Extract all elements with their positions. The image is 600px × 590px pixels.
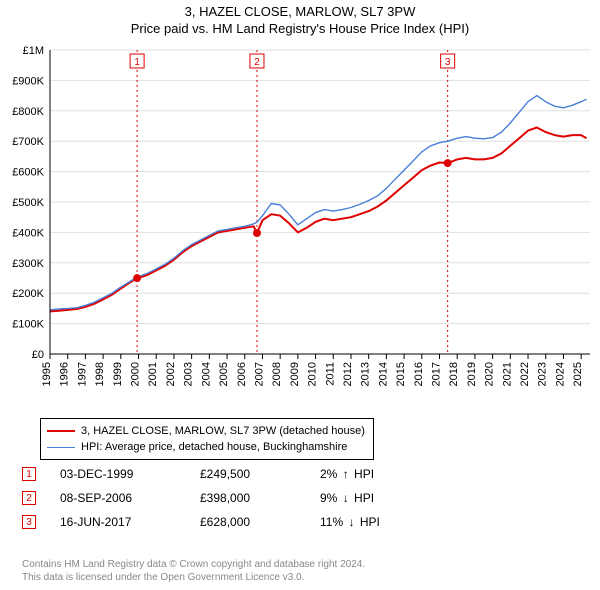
footer-attribution: Contains HM Land Registry data © Crown c… — [22, 558, 365, 584]
svg-text:2001: 2001 — [147, 362, 159, 386]
svg-text:1998: 1998 — [94, 362, 106, 386]
svg-text:2013: 2013 — [360, 362, 372, 386]
svg-text:£700K: £700K — [12, 136, 44, 148]
transaction-diff: 11% ↓ HPI — [320, 515, 440, 529]
svg-text:2014: 2014 — [377, 362, 389, 386]
transaction-row: 3 16-JUN-2017£628,00011% ↓ HPI — [22, 510, 440, 534]
svg-text:2011: 2011 — [324, 362, 336, 386]
svg-text:£900K: £900K — [12, 75, 44, 87]
arrow-down-icon: ↓ — [343, 491, 349, 505]
legend-box: 3, HAZEL CLOSE, MARLOW, SL7 3PW (detache… — [40, 418, 374, 460]
legend-label: HPI: Average price, detached house, Buck… — [81, 441, 347, 453]
legend-row: HPI: Average price, detached house, Buck… — [47, 439, 365, 455]
svg-text:3: 3 — [445, 57, 451, 68]
svg-text:2021: 2021 — [501, 362, 513, 386]
svg-text:1997: 1997 — [76, 362, 88, 386]
svg-text:£0: £0 — [32, 349, 44, 361]
svg-text:2016: 2016 — [413, 362, 425, 386]
legend-swatch — [47, 447, 75, 448]
svg-text:2025: 2025 — [572, 362, 584, 386]
svg-text:2007: 2007 — [253, 362, 265, 386]
transaction-diff: 9% ↓ HPI — [320, 491, 440, 505]
line-chart-svg: £0 £100K £200K £300K £400K £500K £600K £700K £80… — [0, 42, 600, 412]
svg-text:2020: 2020 — [484, 362, 496, 386]
legend-row: 3, HAZEL CLOSE, MARLOW, SL7 3PW (detache… — [47, 423, 365, 439]
transaction-date: 03-DEC-1999 — [60, 467, 200, 481]
transaction-date: 16-JUN-2017 — [60, 515, 200, 529]
svg-text:2019: 2019 — [466, 362, 478, 386]
chart-title-address: 3, HAZEL CLOSE, MARLOW, SL7 3PW — [0, 4, 600, 19]
svg-text:2009: 2009 — [289, 362, 301, 386]
legend-swatch — [47, 430, 75, 432]
svg-text:£400K: £400K — [12, 227, 44, 239]
legend-label: 3, HAZEL CLOSE, MARLOW, SL7 3PW (detache… — [81, 425, 365, 437]
svg-text:2018: 2018 — [448, 362, 460, 386]
svg-text:2015: 2015 — [395, 362, 407, 386]
chart-area: £0 £100K £200K £300K £400K £500K £600K £700K £80… — [0, 42, 600, 412]
svg-text:2: 2 — [254, 57, 260, 68]
svg-text:£300K: £300K — [12, 258, 44, 270]
svg-text:2012: 2012 — [342, 362, 354, 386]
svg-text:2017: 2017 — [431, 362, 443, 386]
transaction-row: 1 03-DEC-1999£249,5002% ↑ HPI — [22, 462, 440, 486]
transaction-marker-box: 1 — [22, 467, 36, 481]
chart-title-subtitle: Price paid vs. HM Land Registry's House … — [0, 21, 600, 36]
arrow-up-icon: ↑ — [343, 467, 349, 481]
svg-text:2002: 2002 — [165, 362, 177, 386]
transaction-date: 08-SEP-2006 — [60, 491, 200, 505]
svg-text:2010: 2010 — [307, 362, 319, 386]
svg-text:1995: 1995 — [41, 362, 53, 386]
svg-text:£1M: £1M — [23, 45, 44, 57]
svg-text:2024: 2024 — [554, 362, 566, 386]
svg-text:£800K: £800K — [12, 106, 44, 118]
svg-text:£100K: £100K — [12, 319, 44, 331]
transaction-row: 2 08-SEP-2006£398,0009% ↓ HPI — [22, 486, 440, 510]
transaction-price: £249,500 — [200, 467, 320, 481]
svg-text:2022: 2022 — [519, 362, 531, 386]
svg-text:1996: 1996 — [59, 362, 71, 386]
svg-text:2008: 2008 — [271, 362, 283, 386]
svg-text:2005: 2005 — [218, 362, 230, 386]
svg-text:2006: 2006 — [236, 362, 248, 386]
transaction-price: £398,000 — [200, 491, 320, 505]
svg-text:£200K: £200K — [12, 288, 44, 300]
transaction-price: £628,000 — [200, 515, 320, 529]
svg-text:2000: 2000 — [130, 362, 142, 386]
svg-text:1999: 1999 — [112, 362, 124, 386]
footer-line2: This data is licensed under the Open Gov… — [22, 571, 365, 584]
svg-text:1: 1 — [134, 57, 140, 68]
svg-text:£600K: £600K — [12, 167, 44, 179]
svg-text:2003: 2003 — [183, 362, 195, 386]
arrow-down-icon: ↓ — [348, 515, 354, 529]
transactions-table: 1 03-DEC-1999£249,5002% ↑ HPI 2 08-SEP-2006… — [22, 462, 440, 534]
svg-text:£500K: £500K — [12, 197, 44, 209]
transaction-marker-box: 3 — [22, 515, 36, 529]
footer-line1: Contains HM Land Registry data © Crown c… — [22, 558, 365, 571]
transaction-marker-box: 2 — [22, 491, 36, 505]
svg-text:2023: 2023 — [537, 362, 549, 386]
transaction-diff: 2% ↑ HPI — [320, 467, 440, 481]
svg-text:2004: 2004 — [200, 362, 212, 386]
